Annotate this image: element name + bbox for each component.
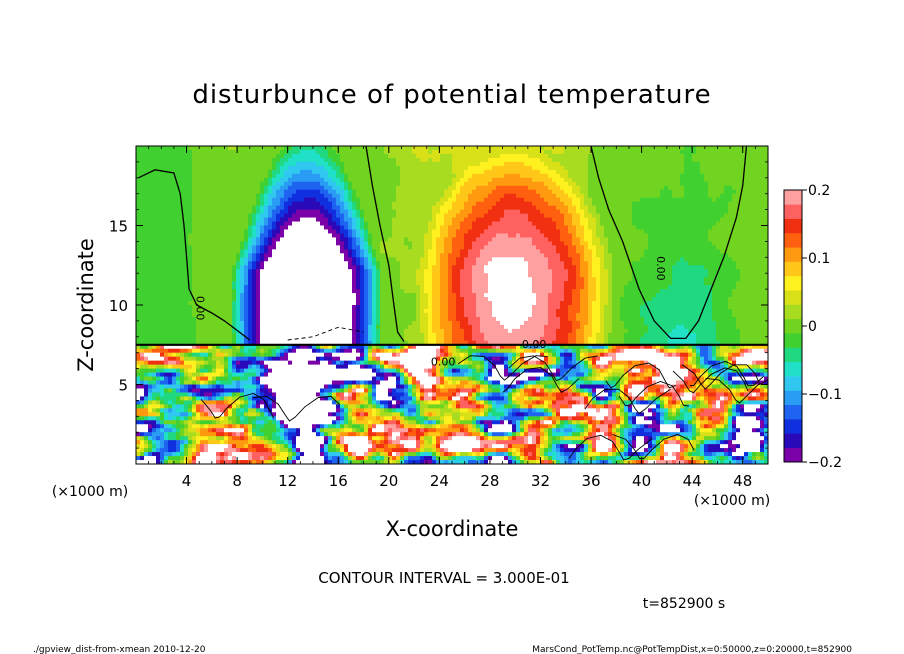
x-tick-label: 24 xyxy=(430,472,449,490)
colorbar-swatch xyxy=(784,347,802,363)
colorbar-tick-label: −0.2 xyxy=(808,455,842,471)
colorbar-swatch xyxy=(784,433,802,448)
temperature-field xyxy=(136,146,768,464)
y-tick-label: 15 xyxy=(109,218,128,236)
contour-line xyxy=(457,355,548,381)
colorbar-swatch xyxy=(784,190,802,205)
colorbar-swatch xyxy=(784,404,802,420)
x-tick-label: 36 xyxy=(581,472,600,490)
colorbar-tick-label: −0.1 xyxy=(808,387,842,403)
contour-line xyxy=(590,146,748,340)
colorbar-swatch xyxy=(784,318,802,334)
contour-lines: 0.00 0.00 0.00 0.00 xyxy=(136,146,768,461)
contour-line xyxy=(508,355,598,382)
contour-line xyxy=(689,360,764,387)
x-tick-label: 48 xyxy=(733,472,752,490)
colorbar-swatch xyxy=(784,304,802,320)
contour-line xyxy=(502,367,580,393)
x-axis-unit: (×1000 m) xyxy=(694,493,770,509)
contour-line xyxy=(618,381,689,407)
contour-label: 0.00 xyxy=(654,256,667,281)
x-tick-label: 16 xyxy=(329,472,348,490)
contour-line xyxy=(365,146,405,342)
colorbar-swatch xyxy=(784,447,802,463)
x-tick-label: 32 xyxy=(531,472,550,490)
contour-interval-text: CONTOUR INTERVAL = 3.000E-01 xyxy=(318,569,569,587)
colorbar-swatch xyxy=(784,333,802,348)
contour-line xyxy=(612,433,695,460)
colorbar-swatch xyxy=(784,361,802,377)
y-tick-label: 10 xyxy=(109,297,128,315)
colorbar-tick-label: 0.2 xyxy=(808,183,830,199)
contour-line xyxy=(200,393,275,419)
x-tick-label: 28 xyxy=(480,472,499,490)
contour-label: 0.00 xyxy=(522,338,547,351)
y-tick-label: 5 xyxy=(118,377,128,395)
colorbar-swatch xyxy=(784,247,802,262)
colorbar-swatch xyxy=(784,275,802,291)
footer-left: ./gpview_dist-from-xmean 2010-12-20 xyxy=(33,645,206,654)
time-text: t=852900 s xyxy=(643,596,725,612)
contour-line xyxy=(568,434,653,461)
colorbar-swatch xyxy=(784,376,802,391)
colorbar-tick-label: 0 xyxy=(808,319,817,335)
x-tick-label: 44 xyxy=(683,472,702,490)
y-axis: 5 10 15 xyxy=(109,161,768,449)
y-axis-label: Z-coordinate xyxy=(74,238,98,372)
x-tick-label: 4 xyxy=(182,472,192,490)
plot-area: 0.00 0.00 0.00 0.00 xyxy=(136,146,768,464)
x-axis: 4 8 12 16 20 24 28 32 36 40 44 48 xyxy=(148,146,756,490)
colorbar-swatch xyxy=(784,232,802,248)
chart-title: disturbunce of potential temperature xyxy=(192,80,711,110)
colorbar-swatch xyxy=(784,390,802,406)
contour-line xyxy=(287,326,364,341)
footer-right: MarsCond_PotTemp.nc@PotTempDist,x=0:5000… xyxy=(532,645,852,654)
contour-line xyxy=(672,367,749,394)
colorbar-swatch xyxy=(784,261,802,277)
x-tick-label: 40 xyxy=(632,472,651,490)
colorbar-swatch xyxy=(784,204,802,219)
contour-label: 0.00 xyxy=(431,355,456,368)
contour-line xyxy=(681,364,761,390)
colorbar-swatch xyxy=(784,218,802,234)
y-axis-unit: (×1000 m) xyxy=(52,484,128,500)
x-axis-label: X-coordinate xyxy=(386,517,519,541)
colorbar-tick-label: 0.1 xyxy=(808,251,830,267)
contour-line xyxy=(705,377,768,404)
x-tick-label: 20 xyxy=(379,472,398,490)
colorbar: 0.2 0.1 0 −0.1 −0.2 xyxy=(783,183,842,471)
colorbar-swatch xyxy=(784,419,802,434)
x-tick-label: 8 xyxy=(232,472,242,490)
colorbar-swatch xyxy=(784,290,802,305)
contour-line xyxy=(252,395,340,422)
x-tick-label: 12 xyxy=(278,472,297,490)
contour-line xyxy=(138,169,251,341)
contour-label: 0.00 xyxy=(194,296,207,321)
